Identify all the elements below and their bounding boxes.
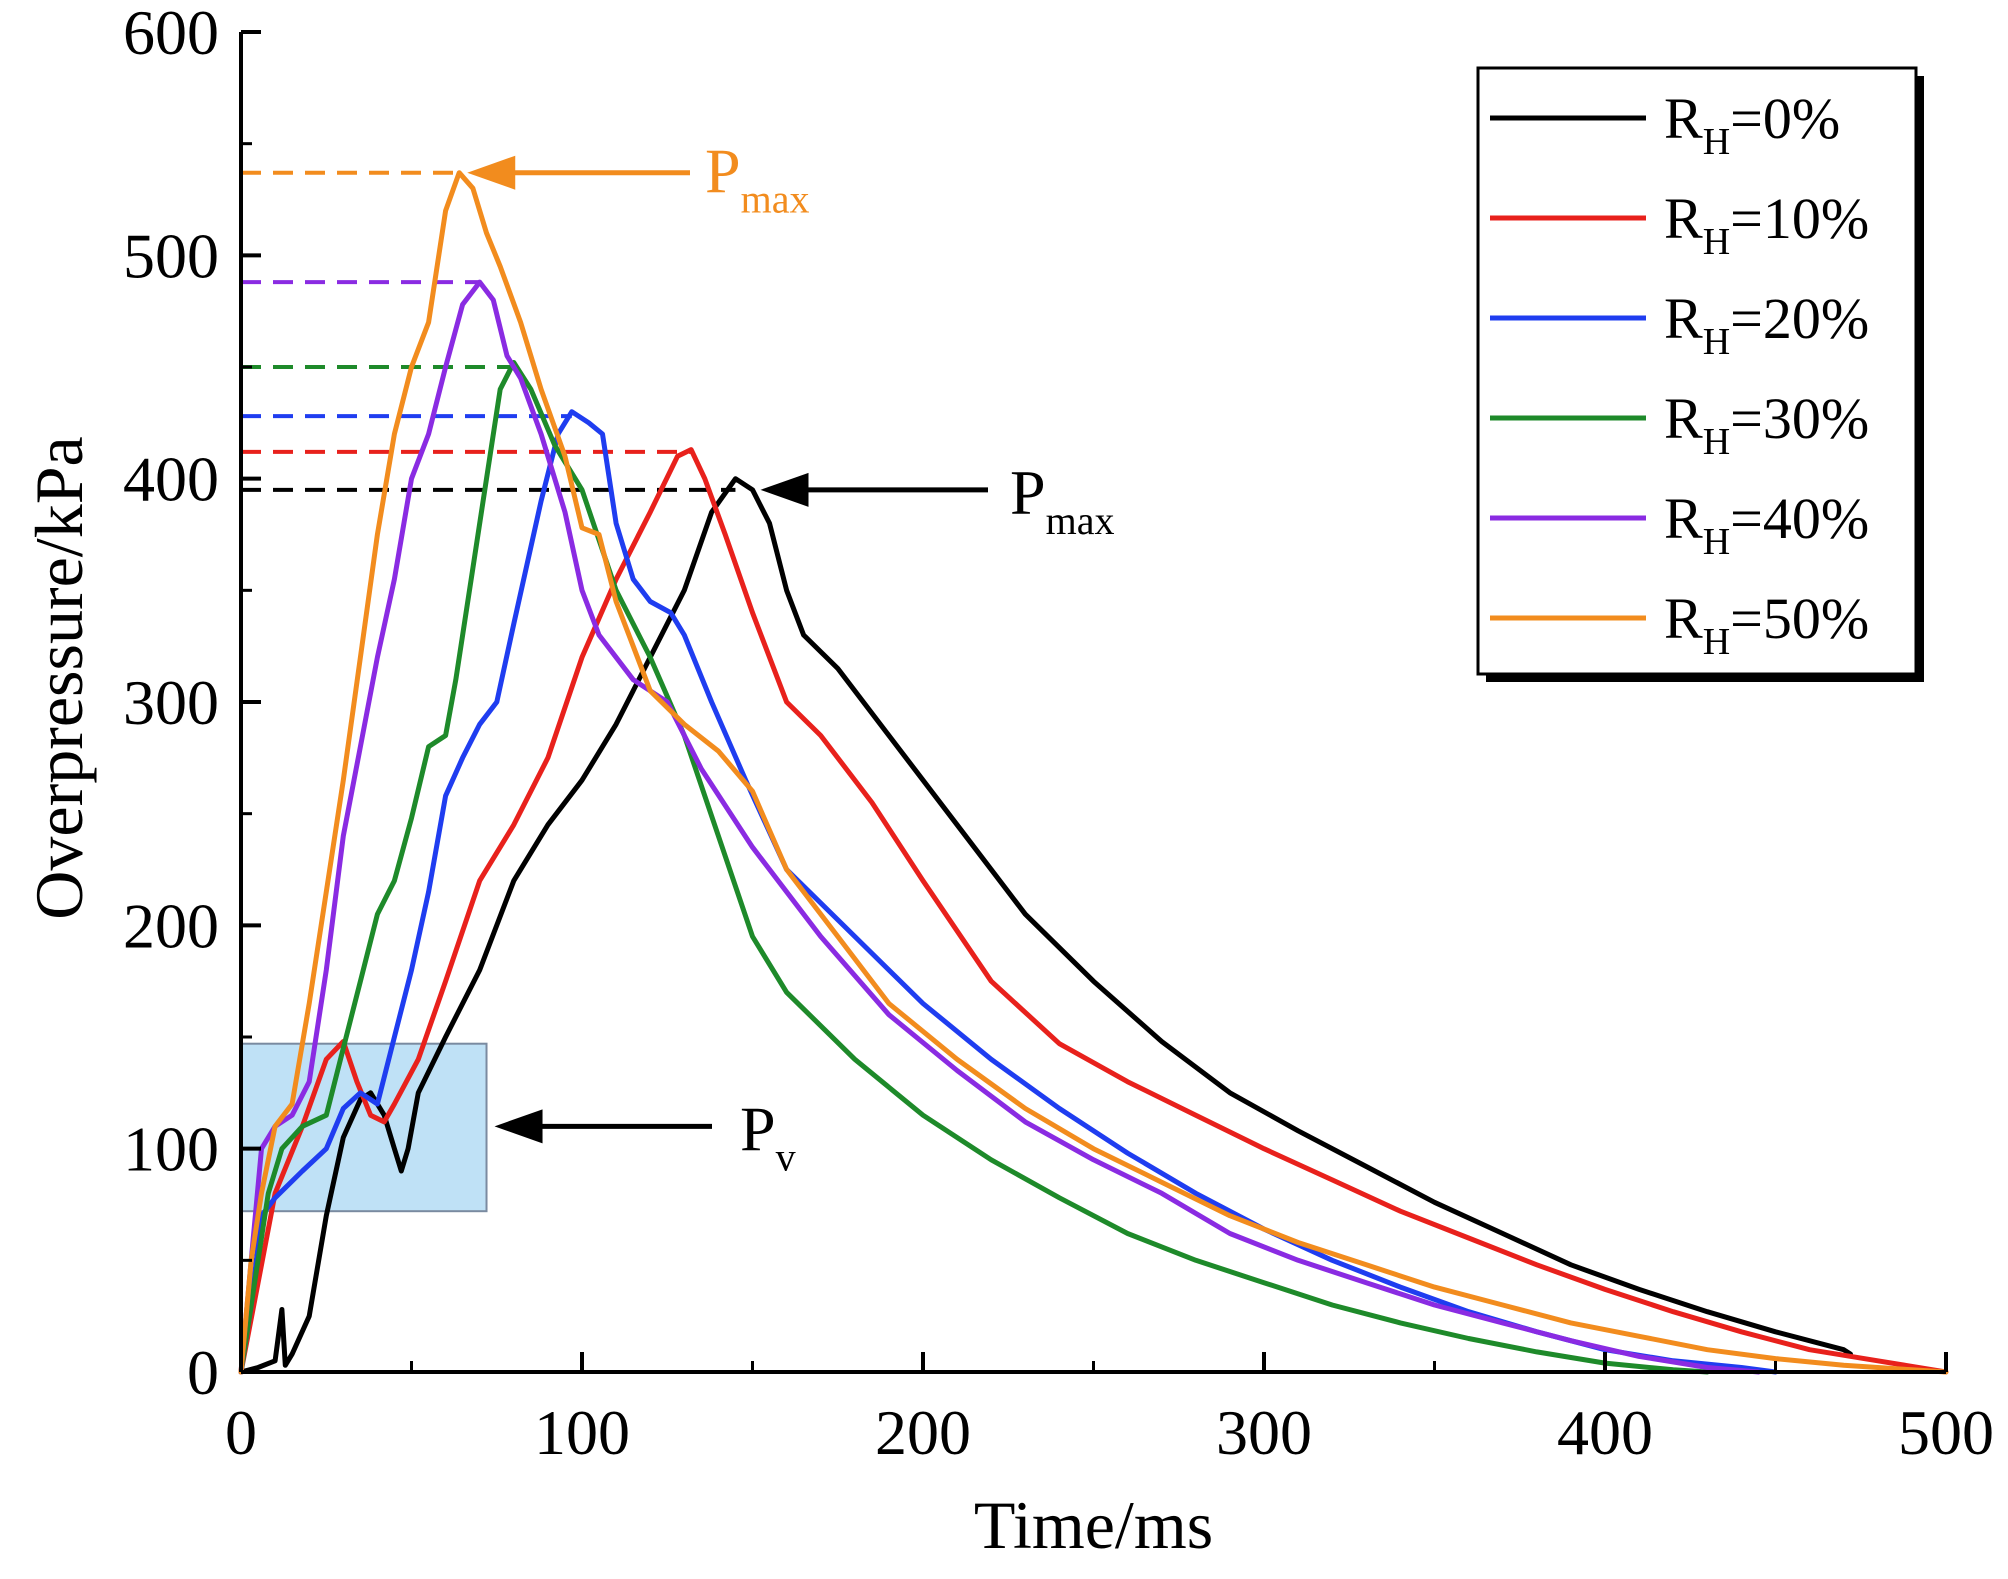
annotation-label-main: P (1010, 457, 1046, 528)
legend-item-1: RH=10% (1490, 186, 1869, 263)
annotation-label: Pmax (705, 136, 809, 222)
legend-label-sub: H (1703, 521, 1730, 563)
series-line-1 (238, 447, 1949, 1375)
annotation-arrowhead (494, 1109, 543, 1144)
series-line-3 (238, 360, 1710, 1375)
annotation-label-sub: max (741, 177, 810, 222)
y-tick-label: 600 (123, 0, 219, 68)
legend-label-sub: H (1703, 221, 1730, 263)
legend-label: RH=10% (1664, 186, 1869, 263)
y-tick-label: 500 (123, 220, 219, 291)
x-axis-title: Time/ms (974, 1487, 1213, 1563)
y-tick-label: 100 (123, 1114, 219, 1185)
y-tick-label: 300 (123, 667, 219, 738)
x-tick-label: 100 (534, 1397, 630, 1468)
y-tick-label: 200 (123, 890, 219, 961)
legend-item-2: RH=20% (1490, 286, 1869, 363)
legend-label-main: R (1664, 286, 1703, 351)
legend-label-main: R (1664, 186, 1703, 251)
legend-label-main: R (1664, 586, 1703, 651)
legend-label-main: R (1664, 386, 1703, 451)
annotation-1: Pmax (760, 457, 1114, 543)
peak-reference-lines (241, 170, 736, 492)
annotation-arrowhead (760, 472, 809, 507)
pv-highlight-region (240, 1042, 488, 1213)
legend-label: RH=0% (1664, 86, 1840, 163)
legend-label: RH=50% (1664, 586, 1869, 663)
annotation-2: Pv (494, 1093, 796, 1179)
series-line-5 (238, 170, 1949, 1375)
legend-item-0: RH=0% (1490, 86, 1840, 163)
legend-label-suffix: =50% (1730, 586, 1869, 651)
pv-highlight-box (240, 1042, 488, 1213)
y-tick-label: 0 (187, 1337, 219, 1408)
y-axis-title: Overpressure/kPa (21, 436, 97, 919)
legend-label-sub: H (1703, 321, 1730, 363)
annotation-label: Pv (740, 1093, 796, 1179)
legend-label-sub: H (1703, 121, 1730, 163)
annotation-label-main: P (705, 136, 741, 207)
legend-label-sub: H (1703, 621, 1730, 663)
legend-item-4: RH=40% (1490, 486, 1869, 563)
y-tick-label: 400 (123, 444, 219, 515)
legend-label-suffix: =10% (1730, 186, 1869, 251)
annotation-label-sub: max (1046, 498, 1115, 543)
series-line-4 (238, 279, 1761, 1375)
legend-label-suffix: =40% (1730, 486, 1869, 551)
x-tick-label: 200 (875, 1397, 971, 1468)
annotation-0: Pmax (467, 136, 809, 222)
series-line-2 (238, 409, 1778, 1375)
legend-label: RH=30% (1664, 386, 1869, 463)
legend-item-5: RH=50% (1490, 586, 1869, 663)
legend-label: RH=20% (1664, 286, 1869, 363)
legend: RH=0%RH=10%RH=20%RH=30%RH=40%RH=50% (1476, 66, 1924, 682)
x-tick-label: 300 (1216, 1397, 1312, 1468)
legend-label-suffix: =30% (1730, 386, 1869, 451)
annotation-label-sub: v (776, 1134, 796, 1179)
x-tick-label: 400 (1557, 1397, 1653, 1468)
legend-label-main: R (1664, 486, 1703, 551)
annotation-arrowhead (467, 155, 516, 190)
x-tick-label: 500 (1898, 1397, 1994, 1468)
legend-label: RH=40% (1664, 486, 1869, 563)
legend-label-main: R (1664, 86, 1703, 151)
legend-box (1476, 66, 1918, 676)
series-line-0 (238, 476, 1853, 1375)
legend-item-3: RH=30% (1490, 386, 1869, 463)
axis-ticks: 0 100 200 300 400 500 0 100 200 300 400 500 600 (123, 0, 1994, 1468)
annotation-label-main: P (740, 1093, 776, 1164)
x-tick-label: 0 (225, 1397, 257, 1468)
legend-label-suffix: =0% (1730, 86, 1840, 151)
legend-label-suffix: =20% (1730, 286, 1869, 351)
annotation-label: Pmax (1010, 457, 1114, 543)
legend-label-sub: H (1703, 421, 1730, 463)
series-lines (238, 170, 1949, 1375)
